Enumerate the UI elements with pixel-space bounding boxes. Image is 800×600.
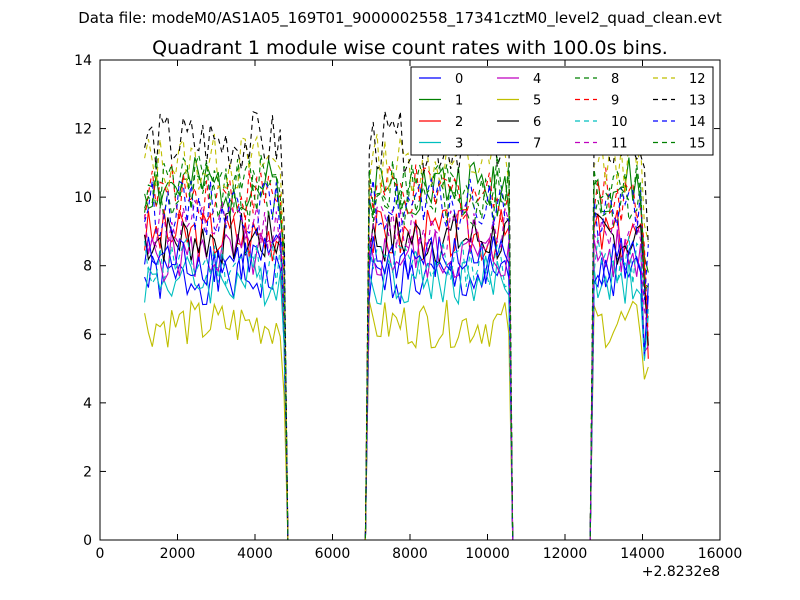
legend-label: 8 <box>611 72 619 87</box>
figure-suptitle: Data file: modeM0/AS1A05_169T01_90000025… <box>78 9 722 27</box>
legend-label: 2 <box>455 115 463 130</box>
legend-label: 9 <box>611 94 619 109</box>
axis-layer: 0 2000 4000 6000 8000 10000 12000 14000 16000 0 2 4… <box>74 53 742 562</box>
series-line-15 <box>144 153 649 541</box>
legend-label: 15 <box>689 137 706 152</box>
legend-label: 0 <box>455 72 463 87</box>
series-line-8 <box>144 168 649 541</box>
chart-title: Quadrant 1 module wise count rates with … <box>152 37 668 59</box>
y-tick-label: 6 <box>83 327 92 343</box>
legend-label: 1 <box>455 94 463 109</box>
y-tick-label: 8 <box>83 259 92 275</box>
legend-label: 11 <box>611 137 628 152</box>
legend-label: 3 <box>455 137 463 152</box>
legend-label: 13 <box>689 94 706 109</box>
series-line-5 <box>144 299 649 541</box>
x-tick-label: 16000 <box>698 546 743 562</box>
x-tick-label: 4000 <box>237 546 273 562</box>
legend-label: 5 <box>533 94 541 109</box>
series-line-10 <box>144 236 649 541</box>
y-tick-label: 0 <box>83 533 92 549</box>
y-tick-label: 10 <box>74 190 92 206</box>
legend-label: 6 <box>533 115 541 130</box>
legend-label: 12 <box>689 72 706 87</box>
x-tick-label: 10000 <box>465 546 510 562</box>
y-tick-label: 14 <box>74 53 92 69</box>
x-tick-label: 12000 <box>543 546 588 562</box>
series-line-7 <box>144 234 649 541</box>
x-offset-label: +2.8232e8 <box>642 564 720 580</box>
legend-label: 14 <box>689 115 706 130</box>
series-line-13 <box>144 110 649 541</box>
y-tick-label: 2 <box>83 464 92 480</box>
legend-label: 10 <box>611 115 628 130</box>
series-line-11 <box>144 200 649 541</box>
x-tick-label: 8000 <box>392 546 428 562</box>
y-tick-label: 12 <box>74 122 92 138</box>
series-layer <box>144 110 649 541</box>
x-tick-label: 0 <box>96 546 105 562</box>
series-line-14 <box>144 177 649 541</box>
x-tick-label: 6000 <box>315 546 351 562</box>
legend-box <box>410 66 714 156</box>
legend-label: 7 <box>533 137 541 152</box>
series-line-12 <box>144 133 649 541</box>
x-tick-label: 2000 <box>160 546 196 562</box>
x-tick-label: 14000 <box>620 546 665 562</box>
series-line-9 <box>144 164 649 541</box>
legend-label: 4 <box>533 72 541 87</box>
y-tick-label: 4 <box>83 396 92 412</box>
series-line-3 <box>144 255 649 541</box>
